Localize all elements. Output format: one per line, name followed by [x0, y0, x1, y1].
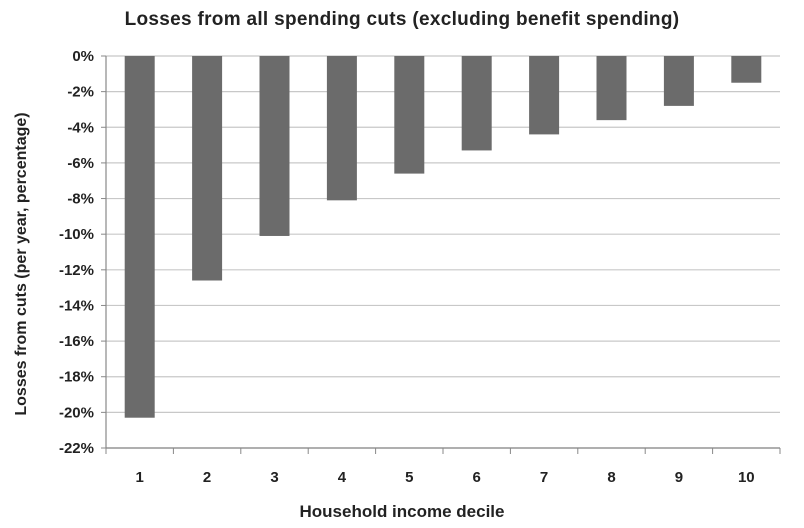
y-tick-label: -12% — [59, 262, 94, 279]
x-axis-title: Household income decile — [299, 502, 505, 521]
y-tick-label: -22% — [59, 440, 94, 457]
y-tick-label: 0% — [72, 48, 94, 65]
bar-decile-7 — [529, 56, 560, 135]
bar-decile-8 — [596, 56, 627, 121]
x-tick-label: 3 — [270, 469, 278, 486]
x-tick-label: 6 — [473, 469, 481, 486]
x-tick-label: 9 — [675, 469, 683, 486]
y-tick-label: -8% — [67, 191, 94, 208]
y-tick-label: -18% — [59, 369, 94, 386]
bars — [124, 56, 762, 418]
x-tick-label: 5 — [405, 469, 413, 486]
bar-decile-9 — [663, 56, 694, 106]
chart-title: Losses from all spending cuts (excluding… — [124, 9, 680, 30]
x-tick-label: 10 — [738, 469, 755, 486]
bar-decile-5 — [394, 56, 425, 174]
x-axis-tick-labels: 1 2 3 4 5 6 7 8 9 10 — [136, 469, 755, 486]
y-tick-label: -16% — [59, 333, 94, 350]
bar-decile-4 — [326, 56, 357, 201]
y-tick-label: -2% — [67, 84, 94, 101]
x-tick-label: 8 — [607, 469, 615, 486]
x-tick-label: 1 — [136, 469, 144, 486]
bar-decile-1 — [124, 56, 155, 418]
y-tick-label: -6% — [67, 155, 94, 172]
bar-chart: 0% -2% -4% -6% -8% -10% -12% -14% -16% -18% -20% -2… — [59, 48, 781, 486]
bar-decile-2 — [192, 56, 223, 281]
x-tick-label: 2 — [203, 469, 211, 486]
y-tick-label: -4% — [67, 119, 94, 136]
y-axis-tick-labels: 0% -2% -4% -6% -8% -10% -12% -14% -16% -18% -20% -2… — [59, 48, 94, 457]
bar-decile-10 — [731, 56, 762, 83]
y-tick-label: -10% — [59, 226, 94, 243]
bar-decile-3 — [259, 56, 290, 236]
y-tick-label: -14% — [59, 297, 94, 314]
bar-decile-6 — [461, 56, 492, 151]
axes — [105, 56, 781, 454]
x-tick-label: 7 — [540, 469, 548, 486]
y-tick-label: -20% — [59, 404, 94, 421]
x-tick-label: 4 — [338, 469, 347, 486]
